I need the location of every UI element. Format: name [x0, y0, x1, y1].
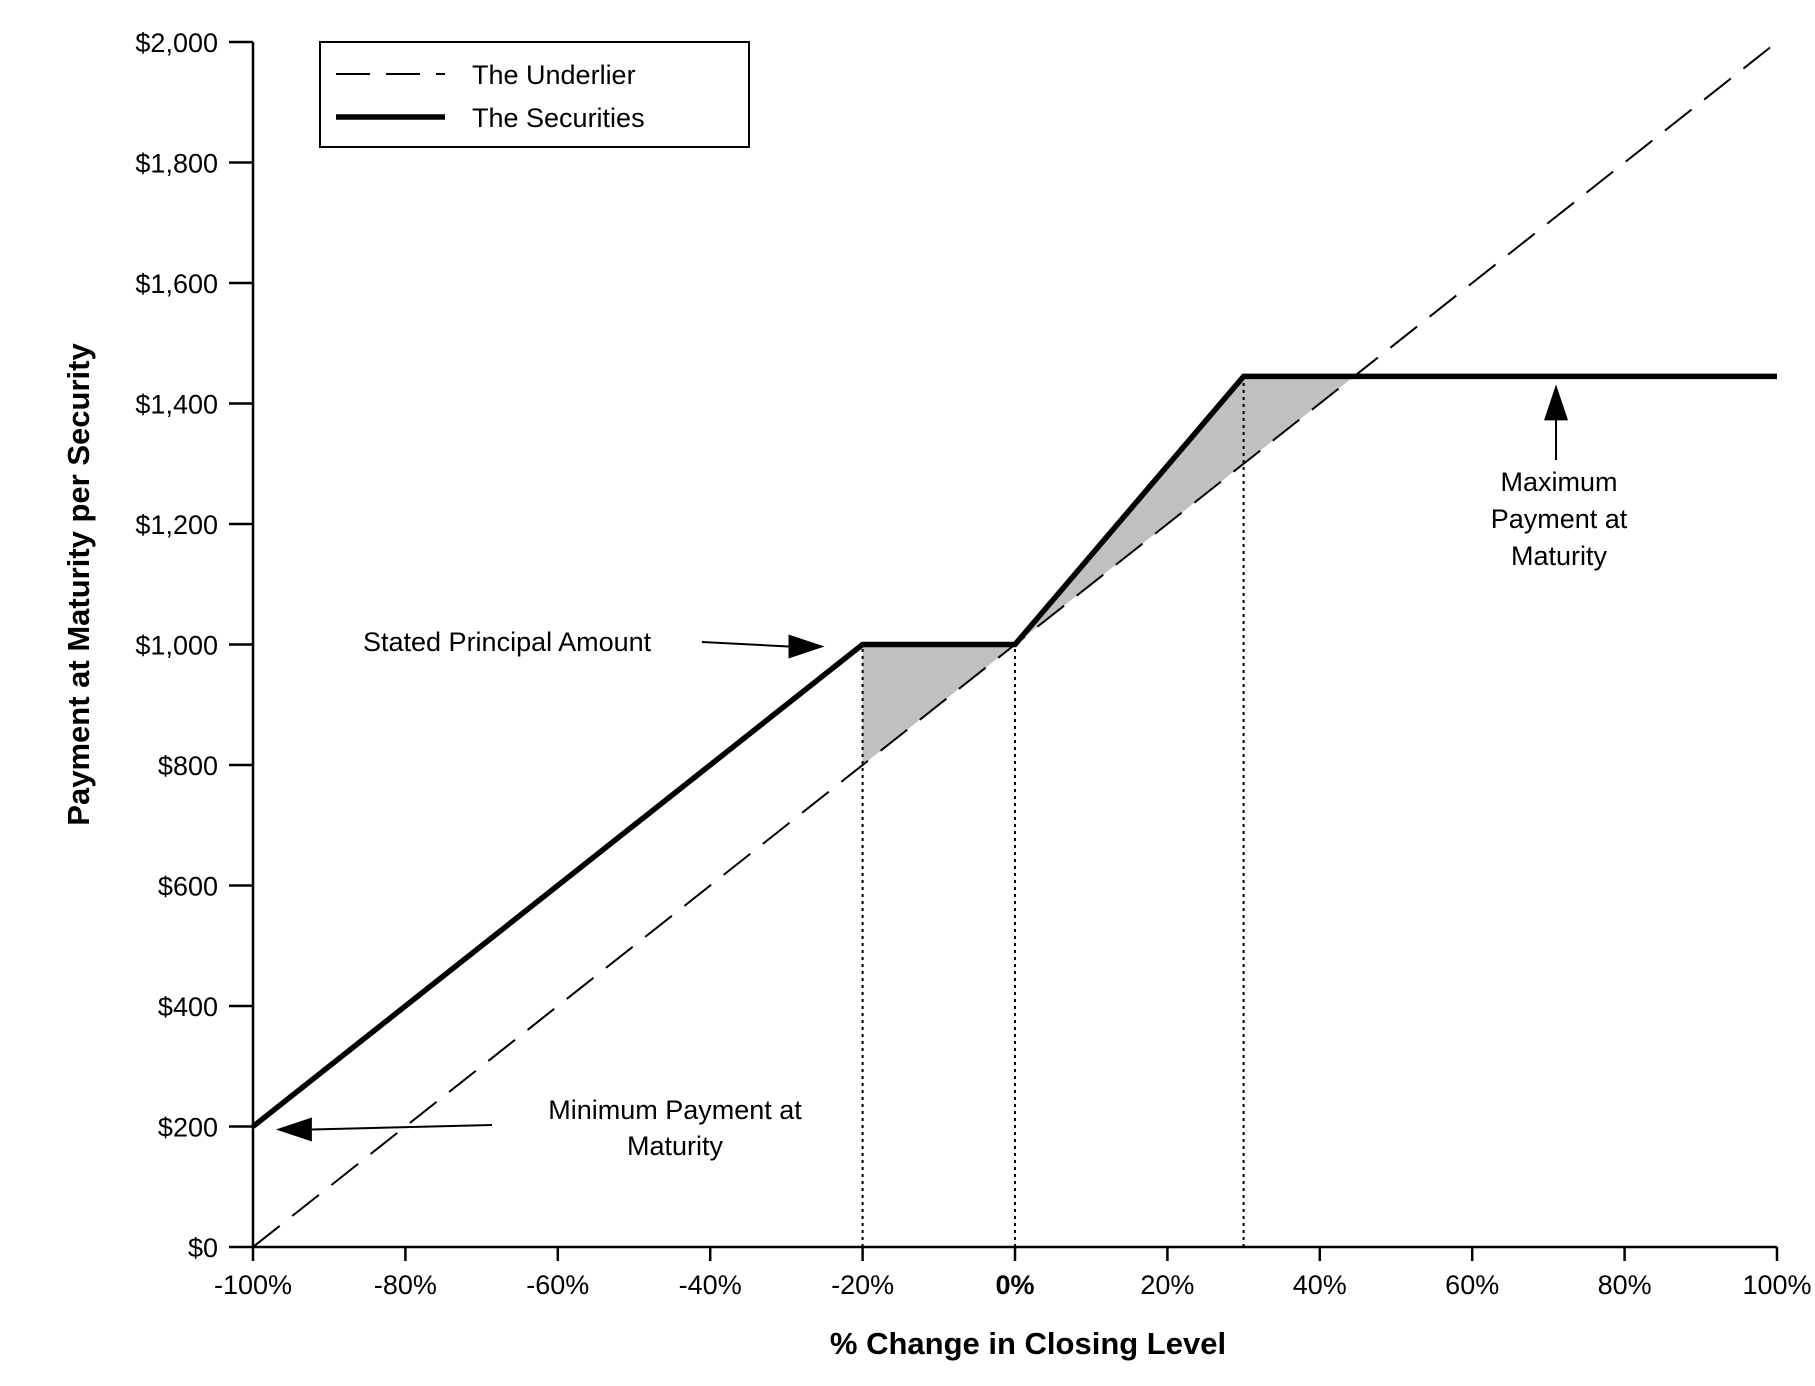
annotations: Stated Principal Amount Maximum Payment at…	[275, 384, 1628, 1161]
annotation-min-payment-arrowhead	[275, 1117, 312, 1142]
y-tick-label-10: $2,000	[135, 28, 218, 58]
axes: $0 $200 $400 $600 $800 $1,000 $1,200 $1,400 $1,6…	[61, 28, 1812, 1361]
y-tick-label-0: $0	[188, 1233, 218, 1263]
series-lines	[251, 41, 1778, 1248]
annotation-stated-principal-arrow-shaft	[701, 641, 789, 648]
annotation-min-payment-text-1: Minimum Payment at	[548, 1095, 802, 1125]
x-tick-label-8: 60%	[1445, 1270, 1499, 1300]
x-tick-label-9: 80%	[1598, 1270, 1652, 1300]
annotation-max-payment-text-1: Maximum	[1501, 467, 1618, 497]
series-line-2	[251, 373, 1777, 1129]
x-tick-label-1: -80%	[374, 1270, 437, 1300]
y-axis-title: Payment at Maturity per Security	[61, 343, 96, 826]
annotation-max-payment-text-2: Payment at	[1491, 504, 1628, 534]
legend-label-1: The Underlier	[472, 60, 636, 90]
annotation-min-payment-arrow-shaft	[311, 1124, 493, 1131]
annotation-stated-principal-arrowhead	[788, 634, 825, 659]
x-tick-label-0: -100%	[214, 1270, 292, 1300]
shaded-region-2	[1015, 376, 1355, 645]
y-tick-label-8: $1,600	[135, 269, 218, 299]
x-tick-label-4: -20%	[831, 1270, 894, 1300]
x-axis-title: % Change in Closing Level	[830, 1326, 1226, 1361]
y-tick-label-6: $1,200	[135, 510, 218, 540]
y-tick-label-5: $1,000	[135, 631, 218, 661]
y-tick-label-9: $1,800	[135, 149, 218, 179]
x-tick-label-6: 20%	[1140, 1270, 1194, 1300]
annotation-max-payment-arrowhead	[1544, 384, 1569, 421]
legend: The Underlier The Securities	[319, 41, 750, 148]
legend-label-2: The Securities	[472, 103, 645, 133]
annotation-stated-principal-text: Stated Principal Amount	[363, 627, 652, 657]
annotation-max-payment-text-3: Maturity	[1511, 541, 1608, 571]
y-tick-label-1: $200	[158, 1113, 218, 1143]
y-tick-label-7: $1,400	[135, 390, 218, 420]
x-tick-label-3: -40%	[679, 1270, 742, 1300]
y-tick-label-4: $800	[158, 751, 218, 781]
reference-lines	[861, 376, 1245, 1247]
legend-box	[319, 41, 750, 148]
x-tick-label-7: 40%	[1293, 1270, 1347, 1300]
x-tick-label-2: -60%	[526, 1270, 589, 1300]
y-tick-label-2: $400	[158, 992, 218, 1022]
annotation-min-payment-text-2: Maturity	[627, 1131, 724, 1161]
y-tick-label-3: $600	[158, 872, 218, 902]
x-tick-label-10: 100%	[1742, 1270, 1811, 1300]
x-tick-label-5: 0%	[995, 1270, 1034, 1300]
